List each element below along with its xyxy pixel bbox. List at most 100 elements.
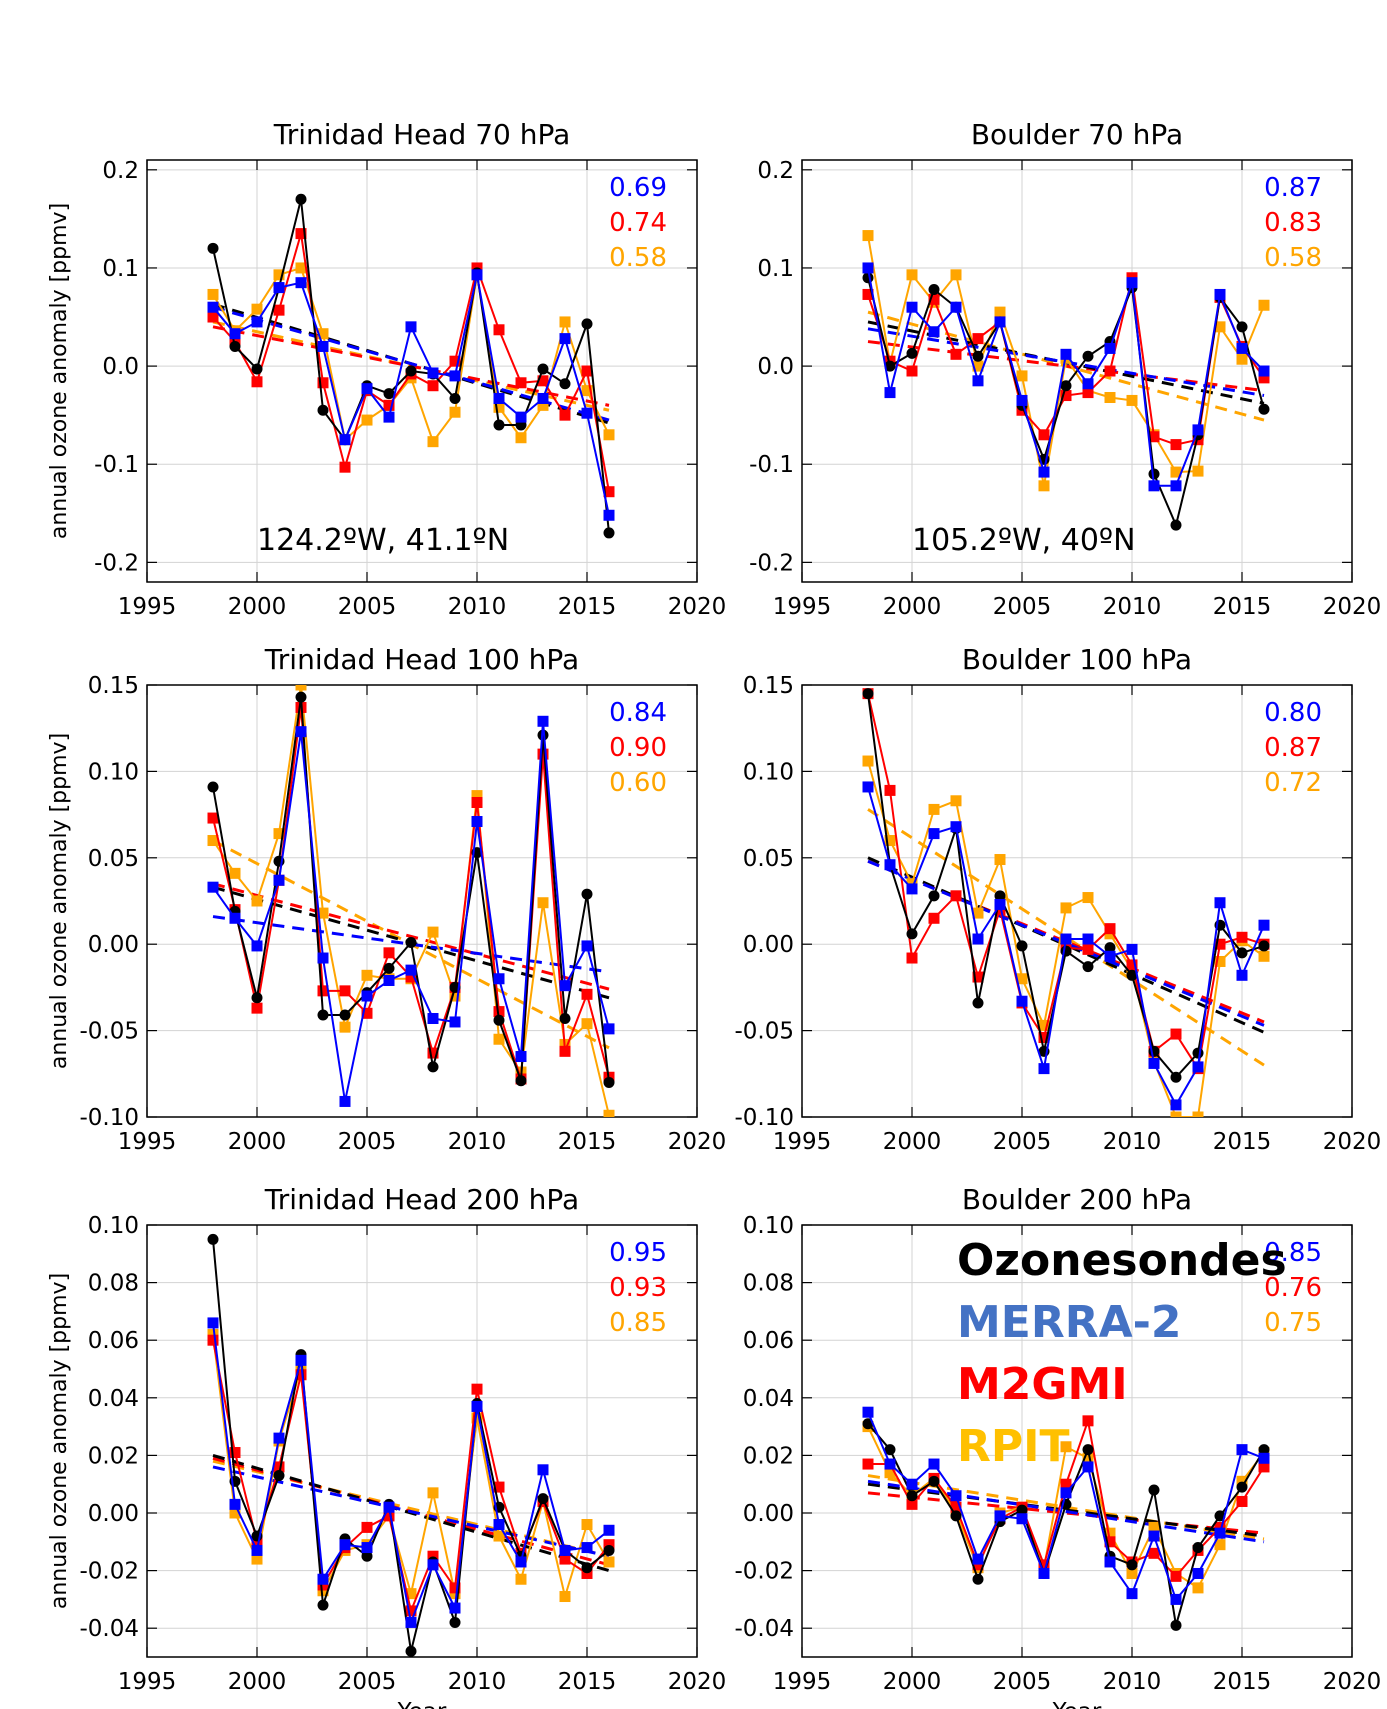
- point-sondes: [317, 1599, 329, 1611]
- point-rpit: [449, 990, 461, 1002]
- point-sondes: [972, 1573, 984, 1585]
- point-sondes: [581, 1562, 593, 1574]
- point-m2gmi: [427, 380, 439, 392]
- point-merra2: [273, 282, 285, 294]
- point-m2gmi: [581, 988, 593, 1000]
- point-merra2: [1192, 424, 1204, 436]
- point-sondes: [449, 392, 461, 404]
- point-sondes: [1082, 350, 1094, 362]
- point-m2gmi: [1170, 439, 1182, 451]
- point-merra2: [493, 1519, 505, 1531]
- y-axis-label: annual ozone anomaly [ppmv]: [47, 203, 72, 539]
- correlation-merra2: 0.69: [609, 173, 667, 203]
- point-merra2: [339, 434, 351, 446]
- point-merra2: [950, 1490, 962, 1502]
- point-m2gmi: [251, 1002, 263, 1014]
- legend-rpit: RPIT: [957, 1421, 1070, 1472]
- point-sondes: [928, 890, 940, 902]
- point-sondes: [1148, 1484, 1160, 1496]
- point-m2gmi: [1170, 1570, 1182, 1582]
- point-sondes: [994, 890, 1006, 902]
- point-rpit: [884, 835, 896, 847]
- point-sondes: [537, 363, 549, 375]
- point-m2gmi: [427, 1047, 439, 1059]
- trend-line-m2gmi: [212, 882, 610, 991]
- point-merra2: [1214, 897, 1226, 909]
- point-m2gmi: [1038, 429, 1050, 441]
- y-tick-label: 0.1: [757, 256, 794, 282]
- correlation-m2gmi: 0.87: [1264, 733, 1322, 763]
- point-rpit: [559, 1591, 571, 1603]
- x-tick-label: 1995: [118, 1129, 177, 1155]
- correlation-merra2: 0.80: [1264, 698, 1322, 728]
- point-rpit: [950, 269, 962, 281]
- y-tick-label: -0.10: [79, 1105, 139, 1131]
- x-tick-label: 2000: [228, 594, 287, 620]
- point-sondes: [317, 404, 329, 416]
- x-tick-label: 2015: [558, 1129, 617, 1155]
- point-rpit: [251, 1553, 263, 1565]
- x-tick-label: 2005: [338, 1129, 397, 1155]
- point-rpit: [1236, 1475, 1248, 1487]
- point-sondes: [1236, 321, 1248, 333]
- point-rpit: [317, 907, 329, 919]
- point-merra2: [1060, 933, 1072, 945]
- point-rpit: [273, 828, 285, 840]
- y-tick-label: 0.06: [743, 1328, 794, 1354]
- point-merra2: [515, 411, 527, 423]
- point-sondes: [862, 688, 874, 700]
- point-sondes: [405, 365, 417, 377]
- point-rpit: [1126, 1567, 1138, 1579]
- x-tick-label: 2015: [558, 594, 617, 620]
- point-merra2: [1236, 342, 1248, 354]
- x-tick-label: 1995: [118, 1669, 177, 1695]
- point-merra2: [862, 1406, 874, 1418]
- panel-6: 1995 2000 2005 2010 2015 2020 0.10 0.08 0.06 0.04…: [734, 1183, 1381, 1709]
- legend-sondes: Ozonesondes: [957, 1235, 1287, 1286]
- point-rpit: [862, 755, 874, 767]
- point-m2gmi: [229, 1447, 241, 1459]
- plot-frame: [801, 684, 1353, 1118]
- point-merra2: [906, 883, 918, 895]
- point-sondes: [295, 193, 307, 205]
- point-m2gmi: [950, 1501, 962, 1513]
- point-m2gmi: [537, 375, 549, 387]
- point-sondes: [559, 378, 571, 390]
- point-m2gmi: [1104, 1536, 1116, 1548]
- point-merra2: [950, 821, 962, 833]
- y-tick-label: 0.02: [88, 1443, 139, 1469]
- point-merra2: [1170, 1099, 1182, 1111]
- point-merra2: [405, 321, 417, 333]
- point-sondes: [603, 1076, 615, 1088]
- point-merra2: [427, 367, 439, 379]
- y-tick-label: 0.2: [102, 158, 139, 184]
- point-merra2: [1258, 1452, 1270, 1464]
- point-m2gmi: [1082, 387, 1094, 399]
- point-merra2: [994, 316, 1006, 328]
- point-merra2: [1258, 365, 1270, 377]
- point-merra2: [207, 1317, 219, 1329]
- point-sondes: [493, 1014, 505, 1026]
- point-sondes: [1192, 1047, 1204, 1059]
- point-sondes: [906, 1490, 918, 1502]
- point-m2gmi: [339, 461, 351, 473]
- y-axis-label: annual ozone anomaly [ppmv]: [47, 733, 72, 1069]
- point-merra2: [383, 411, 395, 423]
- point-sondes: [405, 936, 417, 948]
- point-merra2: [928, 1458, 940, 1470]
- y-tick-label: 0.15: [88, 673, 139, 699]
- y-tick-label: 0.05: [743, 846, 794, 872]
- point-rpit: [1214, 321, 1226, 333]
- point-m2gmi: [603, 486, 615, 498]
- point-merra2: [1016, 1513, 1028, 1525]
- x-tick-label: 2010: [448, 594, 507, 620]
- point-m2gmi: [972, 971, 984, 983]
- point-rpit: [862, 230, 874, 242]
- point-m2gmi: [339, 985, 351, 997]
- x-tick-label: 2005: [993, 594, 1052, 620]
- point-m2gmi: [273, 304, 285, 316]
- point-sondes: [1126, 969, 1138, 981]
- y-tick-label: 0.2: [757, 158, 794, 184]
- point-rpit: [1192, 1111, 1204, 1117]
- y-tick-label: 0.05: [88, 846, 139, 872]
